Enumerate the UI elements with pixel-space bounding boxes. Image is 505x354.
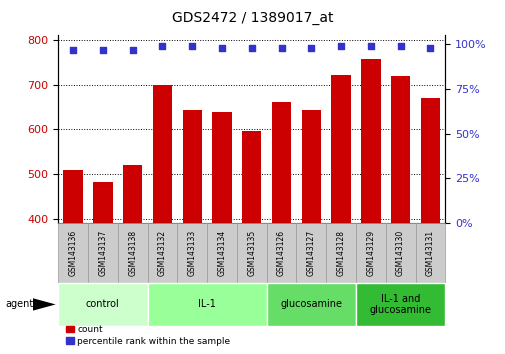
Text: GSM143137: GSM143137	[98, 230, 107, 276]
Bar	[118, 223, 147, 283]
Bar	[58, 223, 88, 283]
Bar	[355, 223, 385, 283]
Bar	[182, 110, 201, 354]
Bar	[93, 182, 112, 354]
Point	[307, 45, 315, 51]
Point	[188, 43, 196, 49]
Bar	[177, 223, 207, 283]
Bar	[415, 223, 444, 283]
Point	[336, 43, 344, 49]
Text: IL-1: IL-1	[198, 299, 216, 309]
Text: GDS2472 / 1389017_at: GDS2472 / 1389017_at	[172, 11, 333, 25]
Point	[247, 45, 256, 51]
Bar	[147, 223, 177, 283]
Text: GSM143131: GSM143131	[425, 230, 434, 276]
Text: GSM143136: GSM143136	[69, 230, 77, 276]
Bar	[123, 165, 142, 354]
Text: GSM143128: GSM143128	[336, 230, 345, 276]
Bar	[361, 59, 380, 354]
Bar	[147, 283, 266, 326]
Point	[158, 43, 166, 49]
Bar	[236, 223, 266, 283]
Text: GSM143130: GSM143130	[395, 230, 405, 276]
Bar	[63, 170, 83, 354]
Bar	[355, 283, 444, 326]
Text: GSM143127: GSM143127	[306, 230, 315, 276]
Bar	[58, 283, 147, 326]
Point	[277, 45, 285, 51]
Text: control: control	[86, 299, 120, 309]
Bar	[266, 283, 355, 326]
Bar	[88, 223, 118, 283]
Bar	[271, 102, 290, 354]
Text: GSM143134: GSM143134	[217, 230, 226, 276]
Bar	[241, 131, 261, 354]
Bar	[385, 223, 415, 283]
Bar	[331, 75, 350, 354]
Text: GSM143135: GSM143135	[247, 230, 256, 276]
Bar	[153, 85, 172, 354]
Bar	[266, 223, 296, 283]
Polygon shape	[33, 298, 56, 311]
Point	[98, 47, 107, 52]
Point	[128, 47, 136, 52]
Text: GSM143129: GSM143129	[366, 230, 375, 276]
Point	[366, 43, 374, 49]
Bar	[326, 223, 355, 283]
Bar	[296, 223, 326, 283]
Bar	[212, 112, 231, 354]
Point	[69, 47, 77, 52]
Text: GSM143126: GSM143126	[276, 230, 285, 276]
Point	[218, 45, 226, 51]
Text: GSM143133: GSM143133	[187, 230, 196, 276]
Bar	[420, 98, 439, 354]
Point	[426, 45, 434, 51]
Bar	[207, 223, 236, 283]
Bar	[390, 76, 410, 354]
Text: GSM143132: GSM143132	[158, 230, 167, 276]
Text: IL-1 and
glucosamine: IL-1 and glucosamine	[369, 293, 431, 315]
Legend: count, percentile rank within the sample: count, percentile rank within the sample	[63, 321, 233, 349]
Text: glucosamine: glucosamine	[280, 299, 341, 309]
Point	[396, 43, 404, 49]
Text: agent: agent	[5, 299, 33, 309]
Bar	[301, 110, 320, 354]
Text: GSM143138: GSM143138	[128, 230, 137, 276]
